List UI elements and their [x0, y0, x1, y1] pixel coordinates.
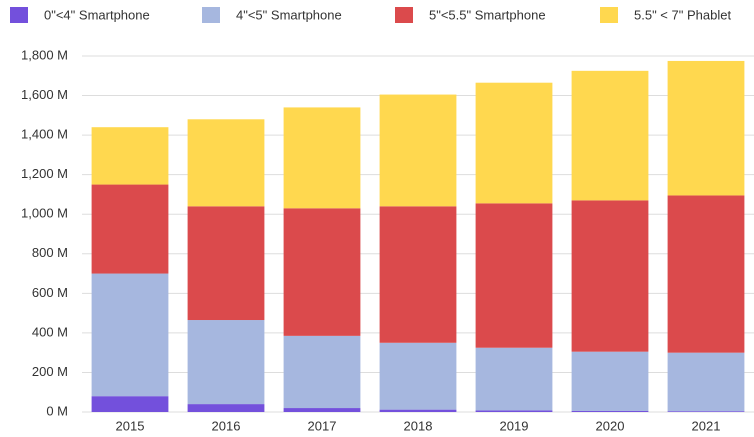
y-tick-label: 600 M	[32, 285, 68, 300]
x-tick-label: 2019	[500, 418, 529, 433]
x-tick-label: 2017	[308, 418, 337, 433]
y-tick-label: 1,400 M	[21, 127, 68, 142]
legend-swatch	[10, 7, 28, 23]
bar-segment	[283, 208, 361, 336]
y-tick-label: 1,800 M	[21, 47, 68, 62]
x-tick-label: 2021	[692, 418, 721, 433]
bar-segment	[283, 107, 361, 209]
bar-segment	[475, 347, 553, 411]
x-tick-label: 2015	[116, 418, 145, 433]
bar-segment	[187, 404, 265, 412]
bar-segment	[91, 127, 169, 185]
bar-segment	[475, 410, 553, 412]
bar-segment	[667, 411, 745, 412]
legend-swatch	[600, 7, 618, 23]
bar-segment	[571, 411, 649, 412]
bar-segment	[91, 273, 169, 397]
bar-segment	[571, 200, 649, 352]
x-tick-label: 2020	[596, 418, 625, 433]
bar-segment	[379, 342, 457, 410]
bar-segment	[91, 184, 169, 274]
bar-segment	[379, 206, 457, 343]
legend-label: 0"<4" Smartphone	[44, 7, 150, 22]
y-tick-label: 1,000 M	[21, 206, 68, 221]
legend-swatch	[395, 7, 413, 23]
y-tick-label: 1,600 M	[21, 87, 68, 102]
bar-segment	[571, 70, 649, 201]
y-tick-label: 400 M	[32, 324, 68, 339]
bar-segment	[379, 94, 457, 207]
x-tick-label: 2018	[404, 418, 433, 433]
bar-segment	[187, 119, 265, 207]
bar-segment	[667, 195, 745, 353]
bar-segment	[571, 351, 649, 412]
bar-segment	[379, 409, 457, 412]
y-tick-label: 200 M	[32, 364, 68, 379]
bar-segment	[187, 320, 265, 405]
bar-segment	[667, 352, 745, 412]
legend-label: 5"<5.5" Smartphone	[429, 7, 546, 22]
legend-label: 5.5" < 7" Phablet	[634, 7, 731, 22]
y-tick-label: 800 M	[32, 245, 68, 260]
bar-segment	[475, 82, 553, 204]
bar-segment	[283, 335, 361, 409]
bar-segment	[187, 206, 265, 321]
legend-swatch	[202, 7, 220, 23]
y-tick-label: 0 M	[46, 403, 68, 418]
x-tick-label: 2016	[212, 418, 241, 433]
bar-segment	[283, 408, 361, 412]
bar-segment	[475, 203, 553, 348]
bar-segment	[667, 60, 745, 196]
legend-label: 4"<5" Smartphone	[236, 7, 342, 22]
bar-segment	[91, 396, 169, 412]
y-tick-label: 1,200 M	[21, 166, 68, 181]
